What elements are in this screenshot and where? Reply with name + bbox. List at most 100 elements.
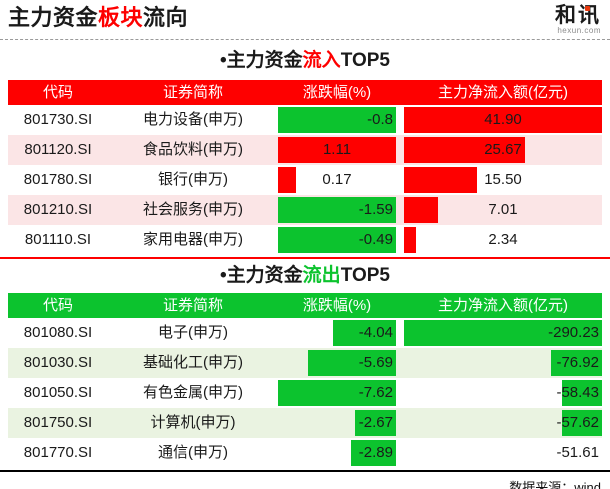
net-inflow-cell: 7.01: [404, 195, 602, 225]
change-bar: [307, 350, 396, 376]
change-bar: [278, 107, 396, 133]
net-inflow-bar: [404, 197, 438, 223]
net-inflow-bar: [404, 137, 525, 163]
table-row: 801780.SI 银行(申万) 0.17 15.50: [8, 165, 602, 195]
change-pct-cell: 0.17: [278, 165, 396, 195]
hexun-logo-text: 和讯: [555, 4, 601, 27]
net-inflow-value: 15.50: [484, 171, 522, 188]
data-source-note: 数据来源：wind: [509, 480, 601, 489]
stock-code: 801210.SI: [23, 201, 93, 218]
net-inflow-value: 25.67: [484, 141, 522, 158]
red-divider: [0, 257, 610, 259]
column-gap: [396, 378, 404, 408]
column-gap: [396, 165, 404, 195]
column-gap: [396, 195, 404, 225]
net-inflow-bar: [404, 107, 602, 133]
col-header-name: 证券简称: [162, 297, 223, 314]
change-value: -5.69: [358, 354, 393, 371]
outflow-title-part-3: TOP5: [340, 265, 390, 286]
sector-name: 食品饮料(申万): [143, 141, 243, 158]
column-gap: [396, 438, 404, 468]
change-value: -2.67: [358, 414, 393, 431]
col-header-netinflow: 主力净流入额(亿元): [438, 297, 568, 314]
inflow-table-header: 代码 证券简称 涨跌幅(%) 主力净流入额(亿元): [8, 80, 602, 105]
column-gap: [396, 135, 404, 165]
title-part-1: 主力资金: [8, 5, 99, 30]
change-bar: [333, 320, 396, 346]
black-divider: [0, 470, 610, 472]
change-pct-cell: -2.89: [278, 438, 396, 468]
change-value: -0.8: [367, 111, 393, 128]
inflow-table-body: 801730.SI 电力设备(申万) -0.8 41.90 801120.SI …: [8, 105, 602, 255]
change-bar: [278, 380, 396, 406]
outflow-title-accent: 流出: [302, 265, 341, 286]
column-gap: [396, 348, 404, 378]
stock-code: 801080.SI: [23, 324, 93, 341]
net-inflow-bar: [404, 320, 602, 346]
net-inflow-bar: [562, 380, 602, 406]
change-bar: [354, 410, 396, 436]
column-gap: [396, 318, 404, 348]
inflow-title-part-3: TOP5: [340, 50, 390, 71]
table-row: 801120.SI 食品饮料(申万) 1.11 25.67: [8, 135, 602, 165]
change-value: -2.89: [358, 444, 393, 461]
sector-name: 计算机(申万): [150, 414, 236, 431]
change-value: 1.11: [322, 141, 352, 158]
change-value: 0.17: [322, 171, 352, 188]
table-row: 801770.SI 通信(申万) -2.89 -51.61: [8, 438, 602, 468]
net-inflow-cell: -51.61: [404, 438, 602, 468]
net-inflow-cell: 25.67: [404, 135, 602, 165]
table-row: 801080.SI 电子(申万) -4.04 -290.23: [8, 318, 602, 348]
change-bar: [278, 197, 396, 223]
net-inflow-cell: 2.34: [404, 225, 602, 255]
change-pct-cell: -7.62: [278, 378, 396, 408]
net-inflow-cell: -57.62: [404, 408, 602, 438]
col-header-netinflow: 主力净流入额(亿元): [438, 84, 568, 101]
outflow-table-header: 代码 证券简称 涨跌幅(%) 主力净流入额(亿元): [8, 293, 602, 318]
col-header-name: 证券简称: [162, 84, 223, 101]
change-pct-cell: -2.67: [278, 408, 396, 438]
outflow-title-part-1: •主力资金: [220, 265, 303, 286]
col-header-change: 涨跌幅(%): [302, 297, 372, 314]
col-header-gap: [396, 80, 404, 105]
net-inflow-value: -51.61: [556, 444, 599, 461]
table-row: 801050.SI 有色金属(申万) -7.62 -58.43: [8, 378, 602, 408]
sector-name: 电子(申万): [158, 324, 228, 341]
change-pct-cell: -4.04: [278, 318, 396, 348]
table-row: 801030.SI 基础化工(申万) -5.69 -76.92: [8, 348, 602, 378]
header-bar: 主力资金板块流向 和讯 hexun.com: [0, 0, 610, 35]
inflow-section-title: •主力资金流入TOP5: [0, 49, 610, 73]
net-inflow-value: -58.43: [556, 384, 599, 401]
net-inflow-value: -290.23: [548, 324, 599, 341]
change-pct-cell: -5.69: [278, 348, 396, 378]
net-inflow-value: -57.62: [556, 414, 599, 431]
net-inflow-cell: 15.50: [404, 165, 602, 195]
sector-name: 通信(申万): [158, 444, 228, 461]
net-inflow-cell: -76.92: [404, 348, 602, 378]
table-row: 801210.SI 社会服务(申万) -1.59 7.01: [8, 195, 602, 225]
sector-name: 基础化工(申万): [143, 354, 243, 371]
outflow-section-title: •主力资金流出TOP5: [0, 264, 610, 288]
stock-code: 801050.SI: [23, 384, 93, 401]
title-part-3: 流向: [143, 5, 189, 30]
change-value: -4.04: [358, 324, 393, 341]
column-gap: [396, 105, 404, 135]
sector-name: 社会服务(申万): [143, 201, 243, 218]
net-inflow-cell: 41.90: [404, 105, 602, 135]
dashed-divider: [0, 39, 610, 40]
change-pct-cell: -0.8: [278, 105, 396, 135]
stock-code: 801120.SI: [24, 141, 92, 158]
net-inflow-cell: -290.23: [404, 318, 602, 348]
outflow-table-body: 801080.SI 电子(申万) -4.04 -290.23 801030.SI…: [8, 318, 602, 468]
change-bar: [278, 167, 296, 193]
net-inflow-bar: [404, 227, 416, 253]
net-inflow-bar: [550, 350, 602, 376]
change-pct-cell: -0.49: [278, 225, 396, 255]
inflow-title-part-1: •主力资金: [220, 50, 303, 71]
table-row: 801110.SI 家用电器(申万) -0.49 2.34: [8, 225, 602, 255]
column-gap: [396, 225, 404, 255]
change-pct-cell: -1.59: [278, 195, 396, 225]
logo-red-dot-icon: [585, 6, 590, 11]
title-part-accent: 板块: [98, 5, 144, 30]
